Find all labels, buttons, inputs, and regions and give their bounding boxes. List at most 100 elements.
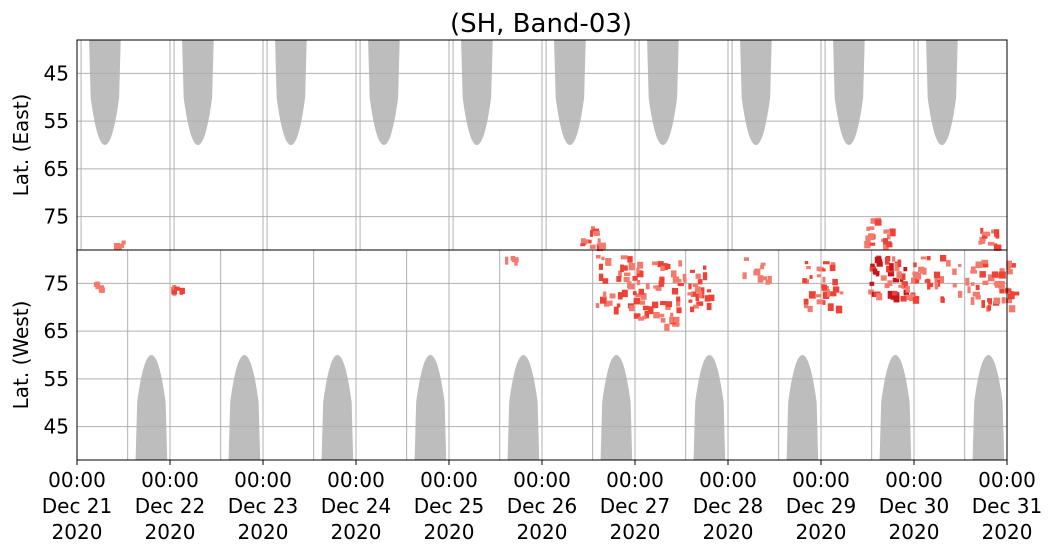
- y-tick-label: 75: [44, 271, 69, 295]
- x-tick-label: 2020: [331, 520, 382, 544]
- echo-cell: [695, 293, 700, 301]
- echo-cell: [632, 291, 637, 296]
- no-data-lobe-west: [228, 355, 261, 460]
- echo-cell: [987, 241, 995, 246]
- no-data-lobe-east: [461, 40, 493, 145]
- echo-cell: [816, 274, 821, 278]
- echo-cell: [884, 256, 890, 265]
- echo-cell: [598, 273, 604, 281]
- echo-cell: [981, 231, 988, 236]
- x-tick-label: Dec 21: [42, 494, 113, 518]
- echo-cell: [967, 286, 971, 294]
- echo-cell: [870, 263, 875, 267]
- x-tick-label: 00:00: [327, 468, 385, 492]
- echo-cell: [618, 270, 622, 278]
- no-data-lobe-east: [89, 40, 121, 145]
- echo-cell: [999, 288, 1005, 294]
- echo-cell: [636, 280, 641, 286]
- echo-cell: [682, 273, 687, 281]
- x-tick-label: 2020: [517, 520, 568, 544]
- echo-cell: [700, 287, 705, 295]
- echo-cell: [892, 290, 898, 296]
- echo-cell: [638, 316, 644, 321]
- x-tick-label: 2020: [889, 520, 940, 544]
- echo-cell: [121, 240, 126, 245]
- echo-cell: [827, 289, 831, 297]
- x-tick-label: 2020: [703, 520, 754, 544]
- x-tick-label: 2020: [52, 520, 103, 544]
- x-tick-label: 00:00: [420, 468, 478, 492]
- echo-cell: [1007, 269, 1013, 275]
- echo-cell: [829, 264, 836, 272]
- echo-cell: [937, 280, 941, 287]
- no-data-lobe-west: [972, 355, 1005, 460]
- x-tick-label: Dec 29: [786, 494, 857, 518]
- echo-cell: [179, 287, 185, 294]
- echo-cell: [934, 276, 939, 285]
- echo-cell: [653, 312, 660, 319]
- x-tick-label: 2020: [796, 520, 847, 544]
- echo-cell: [894, 262, 900, 271]
- echo-cell: [678, 260, 683, 267]
- echo-cell: [652, 261, 658, 266]
- echo-cell: [638, 288, 644, 295]
- x-tick-label: Dec 22: [135, 494, 206, 518]
- echo-cell: [839, 291, 844, 295]
- echo-cell: [982, 280, 989, 285]
- echo-cell: [623, 277, 630, 282]
- echo-cell: [1009, 263, 1016, 268]
- echo-cell: [658, 280, 664, 287]
- echo-cell: [988, 298, 992, 305]
- echo-cell: [982, 232, 988, 239]
- echo-cell: [613, 306, 619, 315]
- no-data-lobe-west: [693, 355, 726, 460]
- echo-cell: [657, 261, 664, 268]
- echo-cell: [664, 263, 671, 270]
- y-tick-label: 65: [44, 157, 69, 181]
- x-tick-label: Dec 26: [507, 494, 578, 518]
- echo-cell: [979, 236, 986, 242]
- echo-cell: [633, 313, 641, 319]
- echo-cell: [927, 282, 934, 288]
- echo-cell: [903, 267, 908, 272]
- echo-cell: [998, 271, 1006, 279]
- echo-cell: [940, 296, 944, 303]
- y-tick-label: 45: [44, 61, 69, 85]
- echo-cell: [620, 264, 624, 273]
- echo-cell: [825, 286, 829, 291]
- echo-cell: [952, 268, 957, 275]
- echo-cell: [664, 323, 670, 331]
- x-tick-label: 2020: [238, 520, 289, 544]
- echo-cell: [982, 263, 989, 268]
- echo-cell: [589, 244, 596, 249]
- no-data-regions: [80, 40, 1005, 460]
- echo-cell: [991, 271, 999, 278]
- echo-cell: [883, 242, 889, 251]
- echo-cell: [985, 231, 991, 237]
- echo-cell: [972, 291, 980, 297]
- echo-cell: [912, 296, 920, 304]
- echo-cell: [901, 281, 908, 289]
- echo-cell: [623, 265, 628, 271]
- echo-cell: [876, 261, 883, 267]
- echo-cell: [918, 266, 925, 273]
- echo-cell: [1001, 297, 1006, 304]
- echo-cell: [924, 279, 931, 283]
- echo-cell: [598, 263, 603, 270]
- echo-cell: [665, 306, 671, 310]
- echo-cell: [174, 286, 180, 291]
- echo-cell: [823, 261, 830, 265]
- echo-cell: [616, 276, 622, 282]
- echo-cell: [926, 256, 931, 261]
- echo-cell: [822, 291, 830, 299]
- echo-cell: [897, 259, 902, 267]
- x-tick-label: Dec 27: [600, 494, 671, 518]
- echo-cell: [602, 291, 607, 298]
- echo-cell: [637, 261, 644, 269]
- x-tick-label: 00:00: [978, 468, 1036, 492]
- echo-cell: [970, 266, 976, 271]
- echo-cell: [639, 270, 643, 275]
- echo-cell: [98, 285, 105, 293]
- echo-cell: [706, 302, 712, 311]
